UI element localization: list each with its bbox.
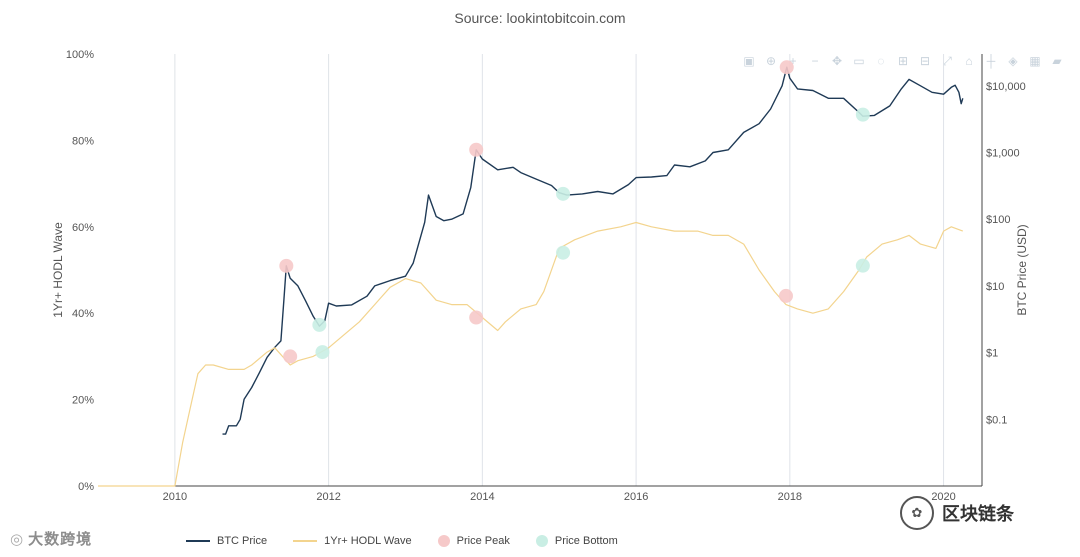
- legend-btc-label: BTC Price: [217, 535, 268, 547]
- hover-closest-icon[interactable]: ◈: [1008, 54, 1018, 68]
- chart-toolbar: ▣ ⊕ + − ✥ ▭ ◌ ⊞ ⊟ ⤢ ⌂ ┼ ◈ ▦ ▰: [742, 54, 1064, 68]
- minus-icon[interactable]: −: [811, 54, 819, 68]
- camera-icon[interactable]: ▣: [743, 54, 755, 68]
- legend-bottom-label: Price Bottom: [554, 535, 618, 547]
- y-right-tick-label: $100: [986, 214, 1010, 226]
- price-bottom-marker: [312, 317, 327, 332]
- price-bottom-marker: [855, 107, 870, 122]
- watermark-left: ◎ 大数跨境: [10, 528, 92, 549]
- legend-hodl-label: 1Yr+ HODL Wave: [324, 535, 412, 547]
- zoom-out-icon[interactable]: ⊟: [919, 54, 931, 68]
- y-left-axis-title: 1Yr+ HODL Wave: [51, 222, 65, 318]
- watermark-left-text: 大数跨境: [28, 531, 93, 548]
- legend-hodl-swatch: [293, 540, 318, 542]
- weibo-icon: ◎: [10, 531, 25, 548]
- price-peak-marker: [469, 310, 484, 325]
- legend-price-peak[interactable]: Price Peak: [437, 535, 510, 547]
- y-left-tick-label: 40%: [72, 308, 94, 320]
- x-tick-label: 2010: [163, 491, 187, 503]
- y-right-tick-label: $10,000: [986, 81, 1026, 93]
- watermark-right-text: 区块链条: [942, 504, 1014, 524]
- price-bottom-marker: [855, 258, 870, 273]
- price-peak-marker: [279, 258, 294, 273]
- zoom-icon[interactable]: ⊕: [765, 54, 777, 68]
- reset-axes-icon[interactable]: ⌂: [965, 54, 973, 68]
- spike-icon[interactable]: ┼: [986, 54, 996, 68]
- y-right-axis-title: BTC Price (USD): [1015, 224, 1029, 315]
- pan-icon[interactable]: ✥: [831, 54, 843, 68]
- source-caption: Source: lookintobitcoin.com: [454, 10, 626, 26]
- watermark-right: ✿ 区块链条: [900, 496, 1014, 530]
- y-left-tick-label: 80%: [72, 135, 94, 147]
- btc-price-line: [222, 66, 964, 435]
- y-left-tick-label: 20%: [72, 395, 94, 407]
- y-right-tick-label: $0.1: [986, 414, 1007, 426]
- box-select-icon[interactable]: ▭: [853, 54, 865, 68]
- chart-legend: BTC Price 1Yr+ HODL Wave Price Peak Pric…: [186, 535, 618, 547]
- y-left-tick-label: 60%: [72, 222, 94, 234]
- x-tick-label: 2012: [316, 491, 340, 503]
- legend-peak-swatch: [437, 535, 450, 547]
- price-peak-marker: [469, 142, 484, 157]
- plus-icon[interactable]: +: [789, 54, 797, 68]
- lasso-icon[interactable]: ◌: [877, 54, 885, 68]
- x-tick-label: 2018: [778, 491, 802, 503]
- plotly-logo-icon[interactable]: ▰: [1052, 54, 1062, 68]
- x-tick-label: 2020: [931, 491, 955, 503]
- legend-bottom-swatch: [535, 535, 548, 547]
- legend-price-bottom[interactable]: Price Bottom: [535, 535, 618, 547]
- y-right-tick-label: $1,000: [986, 148, 1020, 160]
- price-peak-marker: [283, 349, 298, 364]
- price-bottom-marker: [556, 245, 571, 260]
- price-peak-marker: [779, 60, 794, 75]
- legend-btc-swatch: [186, 540, 210, 542]
- legend-btc-price[interactable]: BTC Price: [186, 535, 267, 547]
- autoscale-icon[interactable]: ⤢: [942, 54, 952, 68]
- y-right-tick-label: $1: [986, 348, 998, 360]
- y-right-tick-label: $10: [986, 281, 1004, 293]
- price-bottom-marker: [556, 186, 571, 201]
- zoom-in-icon[interactable]: ⊞: [897, 54, 909, 68]
- y-left-tick-label: 100%: [66, 49, 94, 61]
- legend-hodl-wave[interactable]: 1Yr+ HODL Wave: [293, 535, 412, 547]
- x-tick-label: 2014: [470, 491, 494, 503]
- price-bottom-marker: [315, 345, 330, 360]
- y-left-tick-label: 0%: [78, 481, 94, 493]
- price-peak-marker: [778, 288, 793, 303]
- legend-peak-label: Price Peak: [456, 535, 510, 547]
- hodl-wave-line: [98, 221, 964, 487]
- hover-compare-icon[interactable]: ▦: [1029, 54, 1041, 68]
- x-tick-label: 2016: [624, 491, 648, 503]
- wechat-icon: ✿: [900, 496, 934, 530]
